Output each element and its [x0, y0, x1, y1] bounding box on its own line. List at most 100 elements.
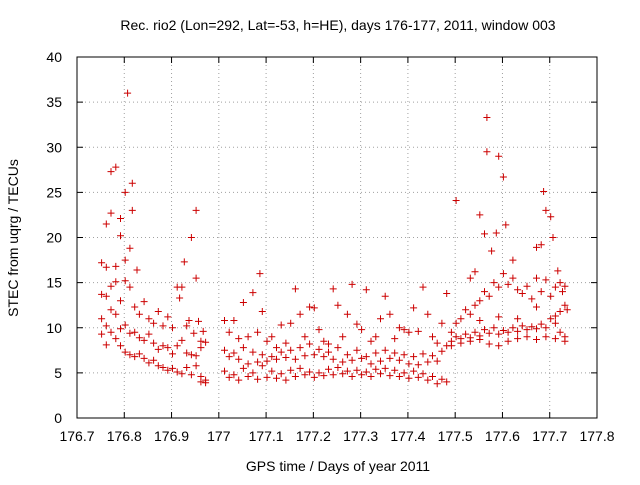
- data-point: [362, 286, 370, 294]
- data-point: [372, 333, 380, 341]
- data-point: [102, 341, 110, 349]
- data-point: [549, 234, 557, 241]
- x-tick-label: 177.7: [532, 428, 567, 444]
- data-point: [452, 197, 460, 204]
- x-tick-label: 177.6: [485, 428, 520, 444]
- data-point: [107, 209, 115, 217]
- data-point: [377, 357, 384, 365]
- data-point: [410, 353, 418, 361]
- data-point: [358, 354, 366, 362]
- data-point: [556, 279, 564, 287]
- data-point: [443, 378, 451, 386]
- data-point: [483, 148, 491, 156]
- data-point: [185, 317, 193, 324]
- data-point: [268, 367, 276, 375]
- data-point: [140, 336, 148, 344]
- data-point: [490, 324, 498, 332]
- data-point: [391, 335, 399, 343]
- data-point: [325, 365, 332, 373]
- data-point: [291, 355, 299, 363]
- data-point: [107, 168, 115, 176]
- data-point: [504, 337, 512, 345]
- data-point: [173, 368, 181, 376]
- x-tick-label: 177.2: [296, 428, 331, 444]
- data-point: [244, 373, 252, 380]
- data-point: [414, 373, 422, 381]
- data-point: [102, 322, 110, 330]
- data-point: [325, 348, 332, 356]
- y-tick-labels: 0 5 10 15 20 25 30 35 40: [46, 49, 62, 426]
- data-point: [556, 308, 564, 315]
- data-point: [320, 353, 328, 361]
- data-point: [306, 303, 314, 311]
- data-point: [107, 306, 115, 314]
- x-tick-label: 176.9: [154, 428, 189, 444]
- data-point: [126, 351, 134, 359]
- data-point: [291, 285, 299, 293]
- data-point: [405, 360, 413, 368]
- data-point: [117, 232, 124, 240]
- data-point: [348, 356, 356, 364]
- data-point: [542, 206, 550, 214]
- data-point: [117, 325, 124, 333]
- data-point: [414, 327, 422, 335]
- data-point: [485, 292, 493, 300]
- data-point: [514, 335, 522, 343]
- data-point: [504, 328, 512, 336]
- data-point: [561, 282, 569, 290]
- data-point: [258, 351, 266, 359]
- data-point: [173, 342, 181, 350]
- data-point: [405, 328, 413, 336]
- data-point: [429, 352, 436, 360]
- data-point: [235, 335, 243, 343]
- data-point: [169, 324, 176, 332]
- data-point: [462, 330, 470, 338]
- data-point: [192, 362, 200, 370]
- data-point: [178, 336, 186, 344]
- data-point: [154, 362, 162, 370]
- data-point: [523, 282, 531, 290]
- data-point: [329, 355, 337, 363]
- data-point: [339, 333, 347, 341]
- data-point: [471, 268, 479, 276]
- data-point: [348, 373, 356, 380]
- data-point: [140, 298, 148, 306]
- data-point: [268, 353, 276, 361]
- data-point: [145, 315, 153, 323]
- data-point: [306, 368, 314, 376]
- data-point: [107, 282, 115, 290]
- data-point: [452, 333, 460, 341]
- data-point: [537, 320, 545, 328]
- x-tick-label: 177.4: [390, 428, 425, 444]
- data-point: [533, 243, 540, 251]
- data-point: [263, 373, 271, 381]
- data-point: [235, 355, 243, 363]
- data-point: [343, 351, 351, 359]
- data-point: [533, 336, 540, 343]
- data-point: [254, 328, 262, 336]
- data-point: [159, 364, 167, 371]
- y-tick-label: 5: [54, 365, 62, 381]
- data-point: [128, 179, 136, 187]
- data-point: [495, 283, 503, 291]
- x-tick-label: 177: [207, 428, 231, 444]
- data-point: [381, 292, 389, 300]
- data-point: [561, 301, 569, 309]
- data-point: [121, 188, 129, 196]
- data-point: [277, 321, 285, 329]
- data-points: [98, 89, 571, 388]
- data-point: [320, 337, 328, 345]
- data-point: [518, 322, 526, 330]
- data-point: [98, 330, 106, 338]
- data-point: [112, 163, 120, 171]
- data-point: [239, 344, 247, 352]
- data-point: [249, 348, 257, 356]
- data-point: [547, 213, 555, 221]
- data-point: [306, 340, 314, 348]
- data-point: [258, 308, 266, 315]
- data-point: [117, 215, 124, 222]
- data-point: [225, 328, 233, 336]
- data-point: [471, 301, 479, 309]
- data-point: [400, 351, 408, 359]
